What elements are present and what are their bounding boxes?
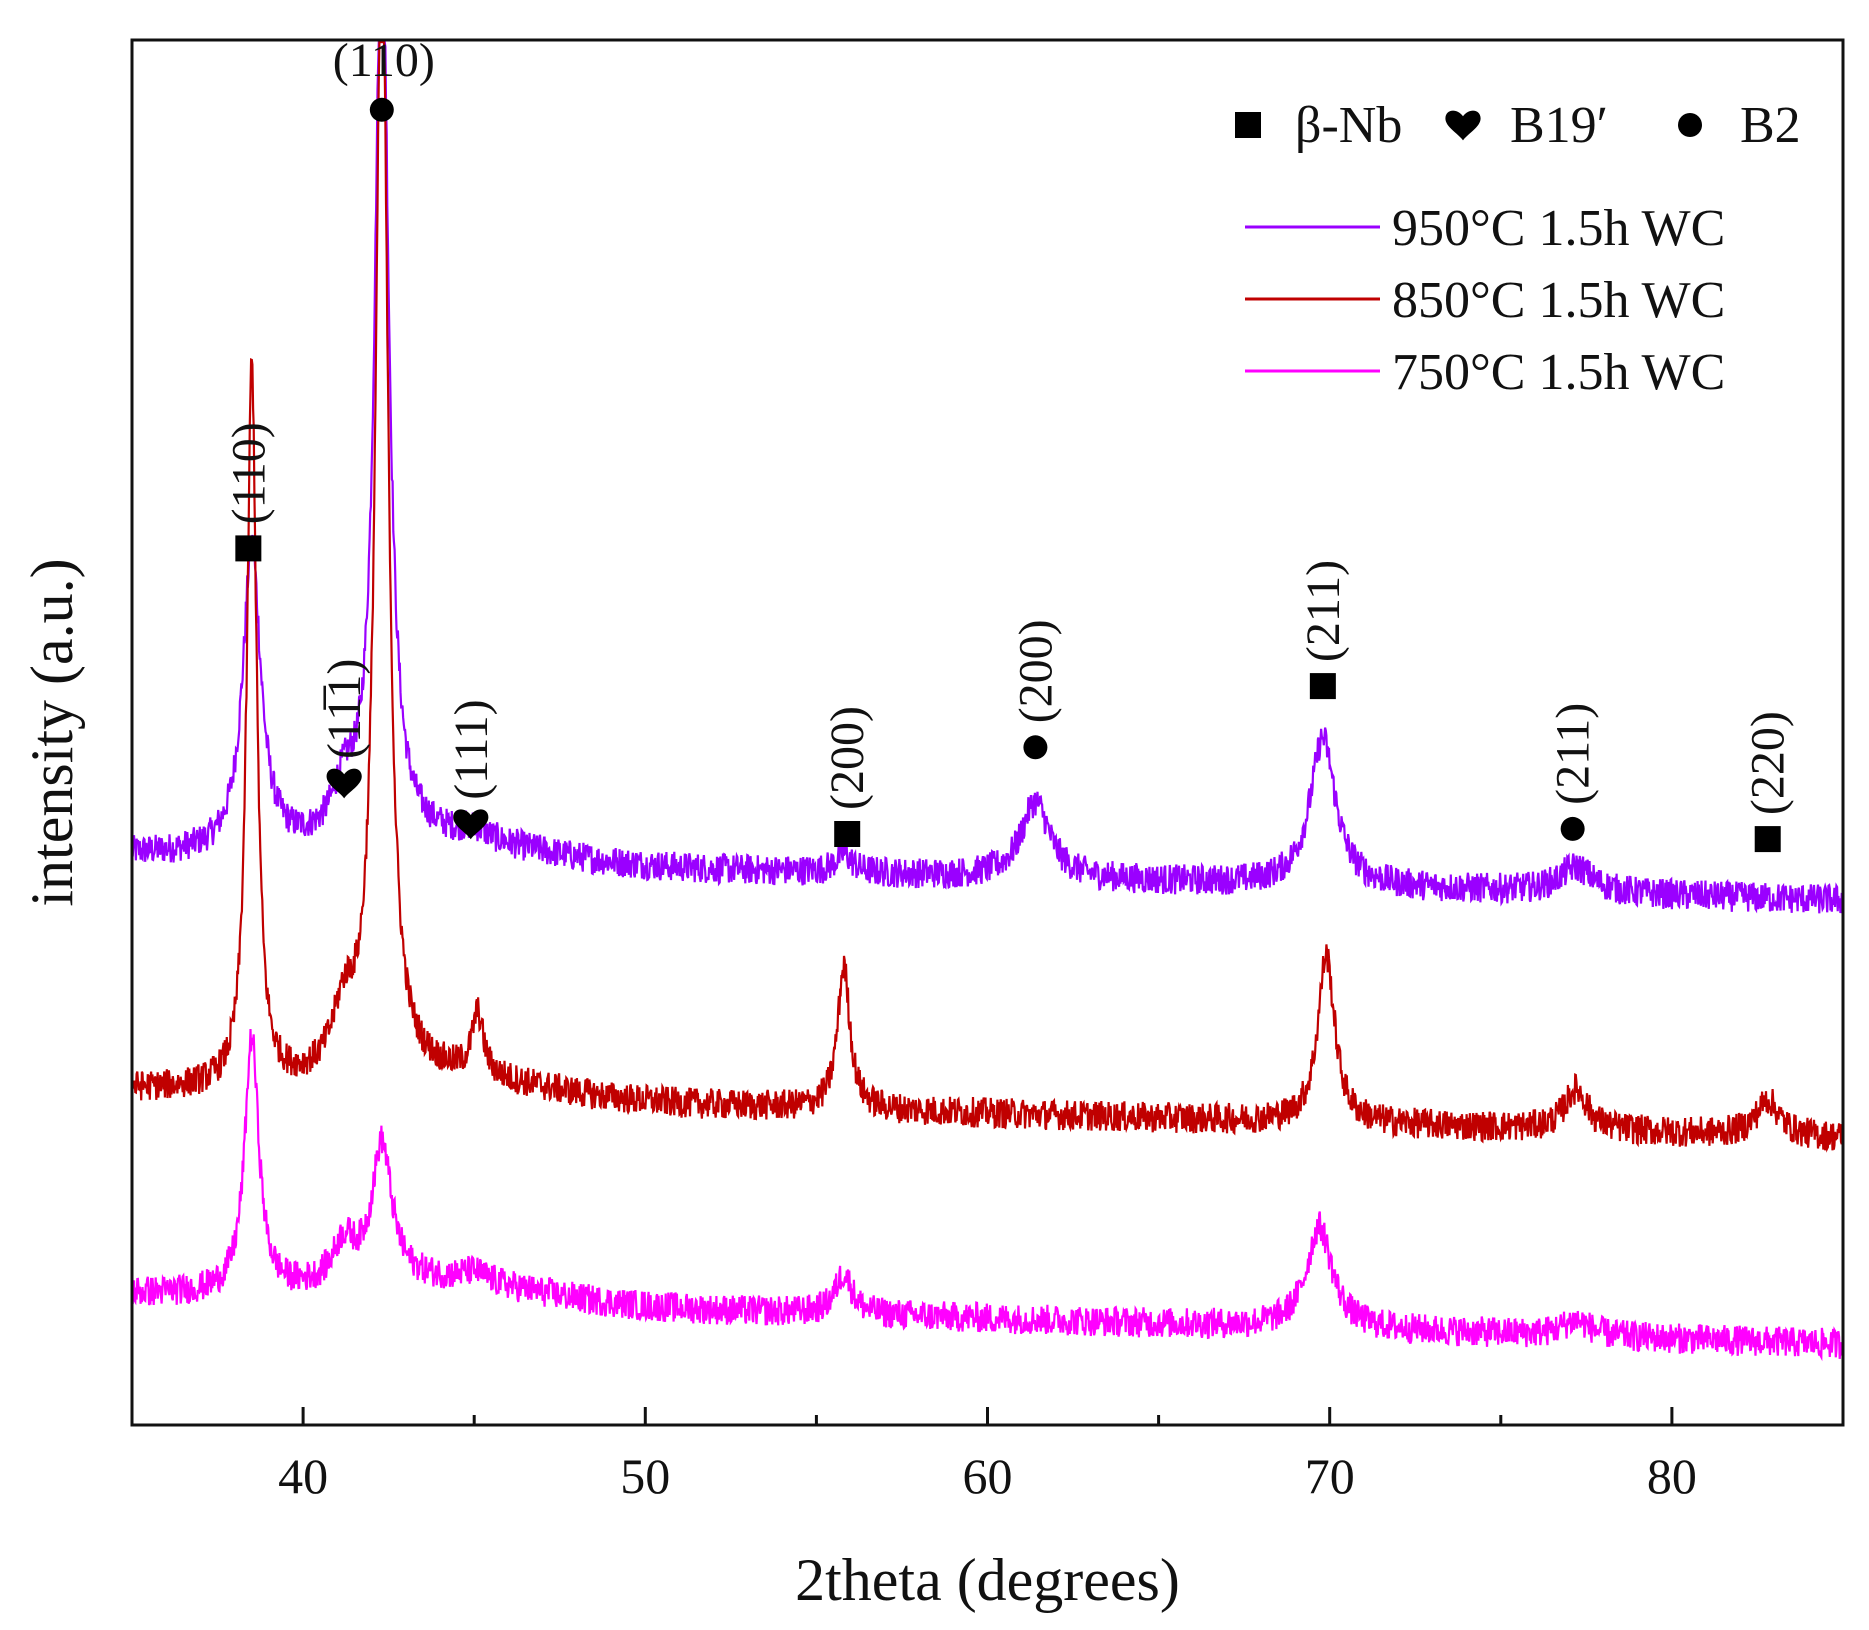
square-marker-icon [834, 821, 861, 847]
series-legend-item-1: 850°C 1.5h WC [1245, 272, 1725, 329]
series-line-2 [130, 1028, 1845, 1362]
peak-label: (200) [1009, 619, 1062, 723]
series-legend-item-0: 950°C 1.5h WC [1245, 200, 1725, 257]
x-tick-label: 70 [1305, 1448, 1355, 1504]
peak-label: (11̅1) [318, 659, 371, 759]
heart-marker-icon [326, 768, 362, 799]
peak-annotation-1: (110) [333, 34, 435, 122]
x-tick-label: 40 [278, 1448, 328, 1504]
peak-annotation-4: (200) [821, 706, 874, 847]
peak-label: (220) [1742, 711, 1795, 815]
x-tick-label: 50 [620, 1448, 670, 1504]
peak-annotation-8: (220) [1742, 711, 1795, 853]
y-axis-label: intensity (a.u.) [19, 558, 85, 906]
heart-marker-icon [1445, 110, 1481, 141]
x-axis-ticks: 40 50 60 70 80 [278, 1407, 1845, 1504]
x-axis-label: 2theta (degrees) [795, 1547, 1180, 1613]
square-marker-icon [1235, 112, 1261, 138]
square-marker-icon [1754, 826, 1781, 853]
heart-marker-icon [453, 809, 489, 840]
x-tick-label: 80 [1647, 1448, 1697, 1504]
x-tick-label: 60 [963, 1448, 1013, 1504]
peak-label: (211) [1297, 560, 1350, 662]
peak-annotation-0: (110) [222, 422, 275, 562]
phase-legend-label: B2 [1740, 97, 1801, 154]
phase-legend-item-1: B19′ [1445, 97, 1608, 154]
phase-legend-item-0: β-Nb [1235, 97, 1402, 154]
circle-marker-icon [1560, 816, 1585, 841]
peak-label: (211) [1547, 703, 1600, 805]
peak-label: (200) [821, 706, 874, 810]
peak-annotation-3: (111) [445, 699, 498, 840]
phase-legend-label: B19′ [1510, 97, 1608, 154]
peak-annotation-5: (200) [1009, 619, 1062, 760]
series-legend-label: 750°C 1.5h WC [1392, 344, 1725, 401]
series-layer [130, 40, 1845, 1362]
peak-annotation-6: (211) [1297, 560, 1350, 700]
peak-label: (110) [222, 422, 275, 524]
peak-annotation-2: (11̅1) [318, 659, 371, 799]
series-legend-label: 850°C 1.5h WC [1392, 272, 1725, 329]
circle-marker-icon [369, 97, 394, 122]
phase-legend-item-2: B2 [1678, 97, 1801, 154]
square-marker-icon [235, 535, 262, 562]
square-marker-icon [1309, 673, 1336, 700]
peak-label: (110) [333, 34, 435, 87]
series-line-0 [130, 40, 1845, 914]
peak-annotations: (110) (110) (11̅1) (111) (200) (200) (211) (211… [222, 34, 1795, 853]
circle-marker-icon [1023, 735, 1048, 760]
phase-legend-label: β-Nb [1295, 97, 1402, 154]
peak-annotation-7: (211) [1547, 703, 1600, 841]
peak-label: (111) [445, 699, 498, 799]
series-legend-label: 950°C 1.5h WC [1392, 200, 1725, 257]
series-legend-item-2: 750°C 1.5h WC [1245, 344, 1725, 401]
legend: β-Nb B19′ B2 950°C 1.5h WC 850°C 1.5h WC 750°… [1235, 97, 1801, 401]
circle-marker-icon [1678, 113, 1702, 137]
series-line-1 [130, 40, 1845, 1153]
